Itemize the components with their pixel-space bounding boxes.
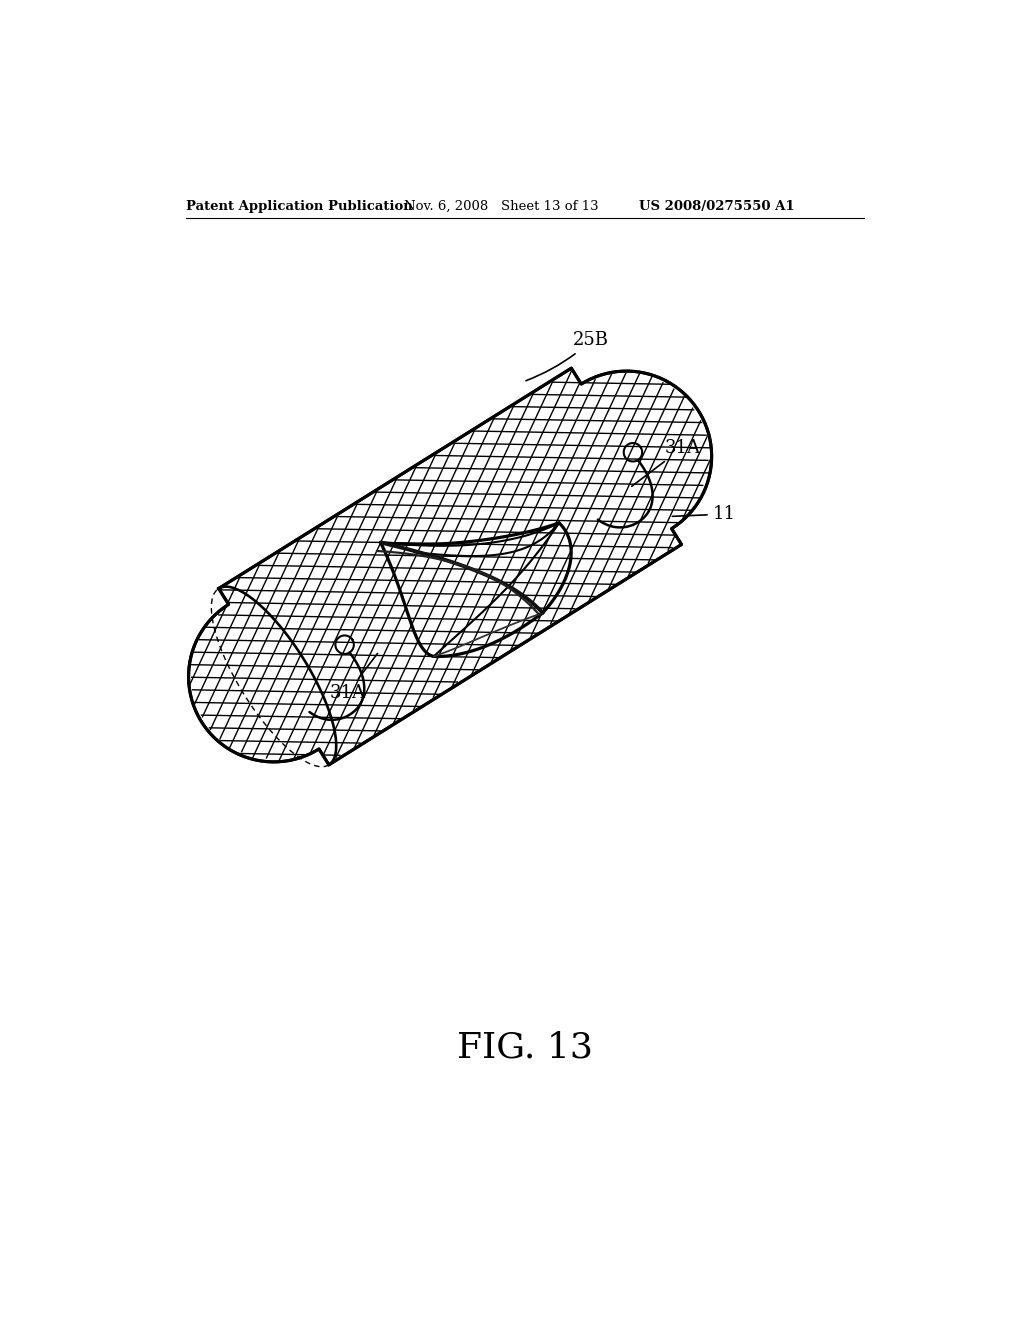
Text: 11: 11 (673, 506, 735, 523)
Text: 31A: 31A (632, 440, 700, 486)
Polygon shape (188, 368, 712, 764)
Text: US 2008/0275550 A1: US 2008/0275550 A1 (639, 199, 795, 213)
Text: Patent Application Publication: Patent Application Publication (186, 199, 413, 213)
Text: FIG. 13: FIG. 13 (457, 1031, 593, 1065)
Text: 25B: 25B (526, 331, 609, 380)
Text: Nov. 6, 2008   Sheet 13 of 13: Nov. 6, 2008 Sheet 13 of 13 (403, 199, 599, 213)
Text: 31A: 31A (330, 653, 378, 701)
